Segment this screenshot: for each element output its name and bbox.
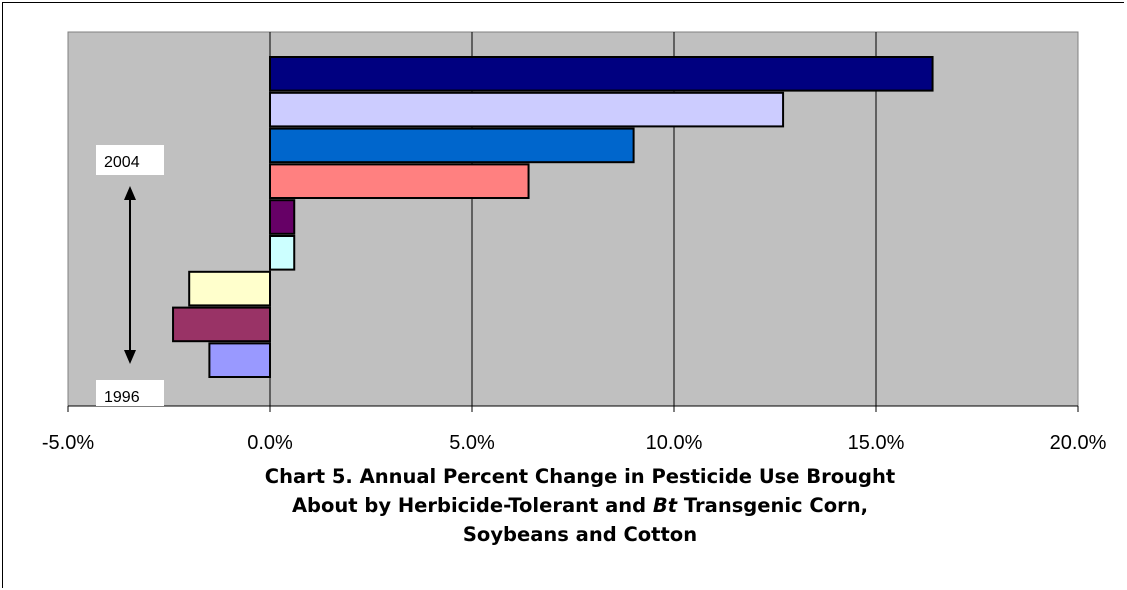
arrow-head-up (124, 186, 136, 200)
year-label-top-box (96, 145, 164, 175)
chart-title: Chart 5. Annual Percent Change in Pestic… (150, 462, 1010, 549)
year-label-bottom: 1996 (104, 389, 140, 406)
year-label-bottom-box (96, 380, 164, 406)
x-tick-label-0: -5.0% (42, 432, 94, 454)
x-tick-label-5: 20.0% (1050, 432, 1107, 454)
chart-title-line-2: About by Herbicide-Tolerant and Bt Trans… (291, 494, 869, 517)
arrow-head-down (124, 350, 136, 364)
bar-2000 (269, 199, 296, 235)
bar-1997 (172, 306, 271, 343)
bar-2001 (269, 163, 530, 199)
chart-title-italic: Bt (652, 494, 678, 517)
x-tick-label-4: 15.0% (848, 432, 905, 454)
x-tick-label-1: 0.0% (247, 432, 293, 454)
bar-1996 (208, 342, 271, 378)
bar-2002 (269, 127, 635, 164)
bar-1999 (269, 235, 296, 271)
bar-2003 (269, 91, 785, 128)
year-label-top: 2004 (104, 154, 140, 171)
chart-title-line-1: Chart 5. Annual Percent Change in Pestic… (264, 465, 896, 488)
chart-title-line-3: Soybeans and Cotton (462, 523, 698, 546)
bar-2004 (269, 56, 934, 92)
bar-1998 (188, 270, 271, 307)
x-tick-label-3: 10.0% (646, 432, 703, 454)
x-tick-label-2: 5.0% (449, 432, 495, 454)
